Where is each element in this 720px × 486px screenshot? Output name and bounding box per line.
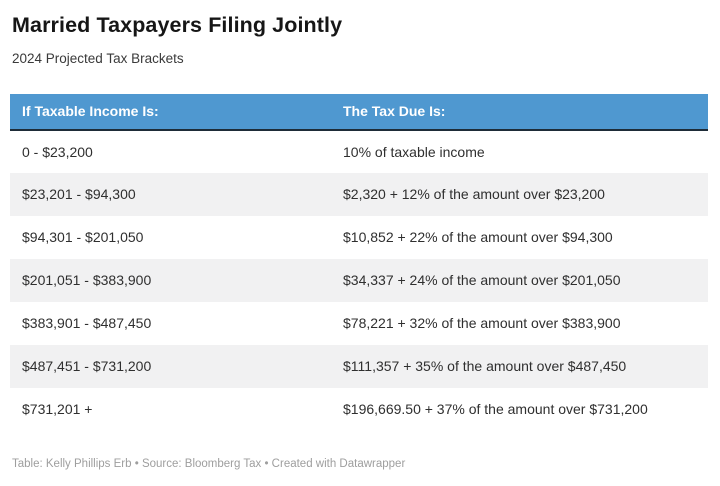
- table-row: 0 - $23,200 10% of taxable income: [10, 129, 708, 173]
- income-range-cell: $383,901 - $487,450: [10, 301, 331, 345]
- income-range-cell: $201,051 - $383,900: [10, 258, 331, 302]
- table-row: $94,301 - $201,050 $10,852 + 22% of the …: [10, 215, 708, 259]
- page: Married Taxpayers Filing Jointly 2024 Pr…: [10, 13, 708, 470]
- tax-brackets-table: If Taxable Income Is: The Tax Due Is: 0 …: [10, 93, 708, 431]
- tax-due-cell: 10% of taxable income: [331, 129, 708, 173]
- income-range-cell: $731,201 +: [10, 387, 331, 431]
- table-row: $201,051 - $383,900 $34,337 + 24% of the…: [10, 258, 708, 302]
- income-range-cell: $94,301 - $201,050: [10, 215, 331, 259]
- tax-due-cell: $10,852 + 22% of the amount over $94,300: [331, 215, 708, 259]
- tax-due-cell: $78,221 + 32% of the amount over $383,90…: [331, 301, 708, 345]
- attribution: Table: Kelly Phillips Erb • Source: Bloo…: [12, 457, 406, 470]
- tax-due-cell: $196,669.50 + 37% of the amount over $73…: [331, 387, 708, 431]
- income-range-cell: $23,201 - $94,300: [10, 172, 331, 216]
- tax-due-cell: $2,320 + 12% of the amount over $23,200: [331, 172, 708, 216]
- table-row: $23,201 - $94,300 $2,320 + 12% of the am…: [10, 172, 708, 216]
- column-header-taxable-income: If Taxable Income Is:: [10, 93, 331, 131]
- column-header-tax-due: The Tax Due Is:: [331, 93, 708, 131]
- tax-due-cell: $34,337 + 24% of the amount over $201,05…: [331, 258, 708, 302]
- tax-due-cell: $111,357 + 35% of the amount over $487,4…: [331, 344, 708, 388]
- table-row: $487,451 - $731,200 $111,357 + 35% of th…: [10, 344, 708, 388]
- page-subtitle: 2024 Projected Tax Brackets: [12, 51, 184, 67]
- income-range-cell: $487,451 - $731,200: [10, 344, 331, 388]
- table-header-row: If Taxable Income Is: The Tax Due Is:: [10, 93, 708, 131]
- income-range-cell: 0 - $23,200: [10, 129, 331, 173]
- table-row: $731,201 + $196,669.50 + 37% of the amou…: [10, 387, 708, 431]
- page-title: Married Taxpayers Filing Jointly: [12, 13, 343, 37]
- table-row: $383,901 - $487,450 $78,221 + 32% of the…: [10, 301, 708, 345]
